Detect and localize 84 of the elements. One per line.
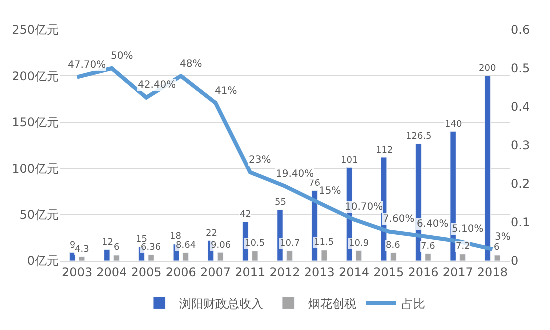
data-label: 12 xyxy=(102,238,114,248)
y-tick-label: 100亿元 xyxy=(12,162,59,176)
legend-label: 占比 xyxy=(402,296,426,311)
y-tick-label: 50亿元 xyxy=(20,208,59,222)
x-tick-label: 2015 xyxy=(374,265,404,280)
data-label: 3% xyxy=(495,232,511,243)
x-tick-label: 2012 xyxy=(270,265,300,280)
bar xyxy=(494,255,501,261)
bar xyxy=(390,252,397,261)
data-label: 9 xyxy=(70,241,76,251)
data-label: 200 xyxy=(479,64,496,74)
data-label: 76 xyxy=(309,179,321,189)
data-label: 48% xyxy=(180,59,202,70)
data-label: 23% xyxy=(249,155,272,166)
data-label: 10.9 xyxy=(349,239,370,249)
data-label: 4.3 xyxy=(75,245,90,255)
x-tick-label: 2017 xyxy=(442,265,474,280)
y2-tick-label: 0.1 xyxy=(511,216,530,230)
data-label: 18 xyxy=(170,232,182,242)
y2-tick-label: 0.6 xyxy=(511,23,530,38)
bar xyxy=(425,254,432,261)
y-tick-label: 0亿元 xyxy=(27,254,59,268)
data-label: 6.40% xyxy=(417,219,449,230)
y2-tick-label: 0.5 xyxy=(511,62,530,76)
y2-tick-label: 0.2 xyxy=(511,177,530,192)
x-tick-label: 2005 xyxy=(131,265,162,280)
data-label: 15 xyxy=(136,235,148,245)
data-label: 8.64 xyxy=(176,241,196,251)
data-label: 10.5 xyxy=(245,239,266,249)
data-label: 140 xyxy=(445,120,462,130)
data-label: 10.7 xyxy=(280,239,300,249)
data-label: 15% xyxy=(319,186,342,197)
x-tick-label: 2003 xyxy=(62,265,93,280)
data-label: 42.40% xyxy=(138,80,176,91)
x-tick-label: 2004 xyxy=(96,265,128,280)
data-label: 50% xyxy=(111,51,134,62)
y-tick-label: 150亿元 xyxy=(12,116,59,130)
bar xyxy=(460,254,466,261)
legend-label: 浏阳财政总收入 xyxy=(180,296,264,311)
data-label: 5.10% xyxy=(452,224,484,235)
data-label: 55 xyxy=(275,198,286,208)
x-tick-label: 2006 xyxy=(166,265,196,280)
data-label: 101 xyxy=(341,156,358,166)
data-label: 9.06 xyxy=(211,241,232,251)
data-label: 42 xyxy=(240,210,252,220)
bar xyxy=(69,252,76,261)
bar xyxy=(484,76,492,261)
data-label: 8.6 xyxy=(386,241,401,251)
bar xyxy=(148,254,154,261)
data-label: 10.70% xyxy=(345,202,384,213)
y2-tick-label: 0.3 xyxy=(511,138,530,153)
data-label: 7.2 xyxy=(456,242,470,252)
bar xyxy=(356,250,362,261)
bar xyxy=(321,250,328,261)
data-label: 11.5 xyxy=(314,238,334,248)
y-tick-label: 200亿元 xyxy=(12,69,59,84)
data-label: 112 xyxy=(376,146,394,156)
data-label: 22 xyxy=(206,229,218,239)
bar xyxy=(217,252,224,261)
bar xyxy=(252,251,258,261)
data-label: 7.6 xyxy=(421,242,436,252)
bar xyxy=(182,252,190,261)
bar xyxy=(104,250,110,261)
x-tick-label: 2011 xyxy=(235,265,266,280)
x-tick-label: 2018 xyxy=(477,265,508,280)
bar xyxy=(78,256,86,261)
data-label: 6 xyxy=(114,243,120,253)
data-label: 41% xyxy=(215,86,238,97)
legend-label: 烟花创税 xyxy=(308,296,356,311)
data-label: 19.40% xyxy=(276,169,314,180)
x-tick-label: 2014 xyxy=(338,265,370,280)
y2-tick-label: 0.4 xyxy=(511,100,530,114)
data-label: 7.60% xyxy=(383,214,415,225)
x-tick-label: 2007 xyxy=(200,265,232,280)
data-label: 47.70% xyxy=(68,60,106,71)
data-label: 126.5 xyxy=(406,132,432,142)
y-tick-label: 250亿元 xyxy=(12,23,59,38)
data-label: 6.36 xyxy=(141,243,162,253)
x-tick-label: 2013 xyxy=(304,265,335,280)
y2-tick-label: 0 xyxy=(511,254,519,268)
bar xyxy=(114,255,120,261)
data-label: 6 xyxy=(494,243,500,253)
x-tick-label: 2016 xyxy=(408,265,439,280)
bar xyxy=(286,250,293,261)
